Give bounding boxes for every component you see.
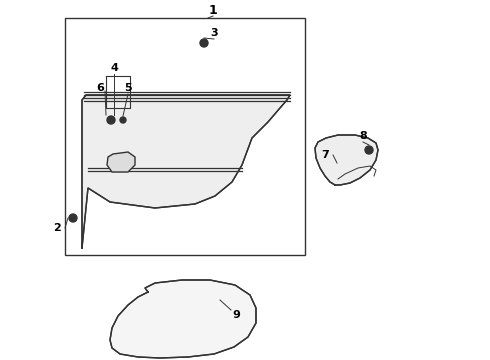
Circle shape (71, 216, 75, 220)
Circle shape (365, 146, 373, 154)
Polygon shape (315, 135, 378, 185)
Text: 8: 8 (359, 131, 367, 141)
Text: 7: 7 (321, 150, 329, 160)
Text: 2: 2 (53, 223, 61, 233)
Circle shape (109, 118, 113, 122)
Circle shape (107, 116, 115, 124)
Circle shape (202, 41, 206, 45)
Polygon shape (110, 280, 256, 358)
Circle shape (69, 214, 77, 222)
Text: 4: 4 (110, 63, 118, 73)
Text: 1: 1 (209, 4, 218, 17)
Polygon shape (107, 152, 135, 172)
Text: 3: 3 (210, 28, 218, 38)
Polygon shape (82, 95, 290, 248)
Circle shape (120, 117, 126, 123)
Text: 6: 6 (96, 83, 104, 93)
Circle shape (200, 39, 208, 47)
Circle shape (367, 148, 371, 152)
Bar (65, 18, 305, 255)
Text: 9: 9 (232, 310, 240, 320)
Text: 5: 5 (124, 83, 132, 93)
